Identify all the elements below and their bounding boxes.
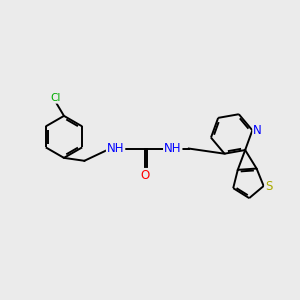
Text: Cl: Cl (50, 93, 60, 103)
Text: S: S (265, 179, 273, 193)
Text: NH: NH (164, 142, 182, 155)
Text: NH: NH (107, 142, 124, 155)
Text: N: N (253, 124, 262, 137)
Text: O: O (140, 169, 149, 182)
